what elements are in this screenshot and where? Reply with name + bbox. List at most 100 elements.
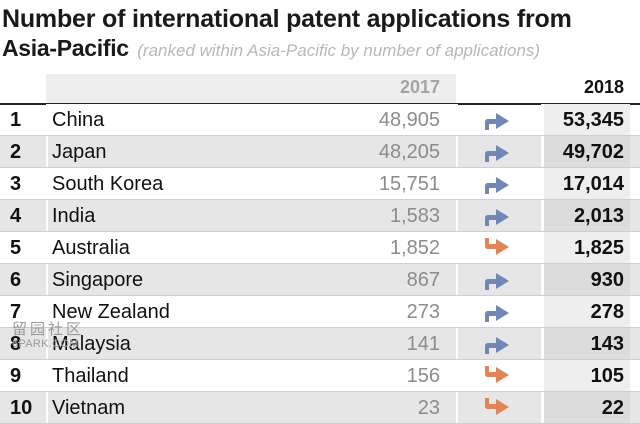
trend-up-arrow-icon (485, 145, 509, 162)
trend-up-arrow-icon (485, 177, 509, 194)
row-divider (0, 327, 640, 328)
value-2018-cell: 17,014 (562, 173, 624, 195)
value-2017-cell: 15,751 (378, 173, 440, 195)
column-separator (541, 264, 544, 296)
cell-band-2018 (544, 360, 630, 391)
column-separator (541, 296, 544, 328)
page-subtitle: (ranked within Asia-Pacific by number of… (137, 41, 541, 60)
column-separator (541, 168, 544, 200)
value-2017-cell: 48,905 (378, 109, 440, 131)
trend-down-arrow-icon (485, 398, 509, 415)
column-separator (541, 136, 544, 168)
country-cell: Singapore (52, 269, 144, 291)
rank-cell: 4 (10, 205, 22, 227)
rank-cell: 5 (10, 237, 22, 259)
value-2017-cell: 273 (406, 301, 440, 323)
column-separator (541, 104, 544, 136)
value-2017-cell: 156 (406, 365, 440, 387)
title-line-2: Asia-Pacific (ranked within Asia-Pacific… (2, 34, 638, 66)
country-cell: India (52, 205, 96, 227)
column-header-2017: 2017 (399, 77, 440, 97)
trend-up-arrow-shape (485, 177, 509, 194)
column-separator (46, 360, 48, 392)
table-row: 5 Australia 1,852 1,825 (0, 232, 640, 264)
trend-up-arrow-icon (485, 305, 509, 322)
cell-band-2017 (46, 360, 456, 391)
trend-up-arrow-icon (485, 273, 509, 290)
column-separator (541, 232, 544, 264)
value-2017-cell: 48,205 (378, 141, 440, 163)
rank-cell: 6 (10, 269, 22, 291)
value-2018-cell: 105 (590, 365, 624, 387)
value-2017-cell: 867 (406, 269, 440, 291)
column-separator (541, 328, 544, 360)
country-cell: Thailand (52, 365, 129, 387)
country-cell: Japan (52, 141, 107, 163)
country-cell: China (52, 109, 105, 131)
page-title: Number of international patent applicati… (2, 5, 572, 33)
row-divider (0, 391, 640, 392)
row-divider (0, 231, 640, 232)
column-separator (456, 232, 458, 264)
column-separator (456, 392, 458, 424)
cell-band-2018 (544, 264, 630, 295)
column-separator (46, 328, 48, 360)
trend-down-arrow-shape (485, 398, 509, 415)
value-2018-cell: 22 (601, 397, 624, 419)
column-separator (46, 232, 48, 264)
value-2018-cell: 278 (590, 301, 624, 323)
title-block: Number of international patent applicati… (2, 4, 638, 66)
row-divider (0, 359, 640, 360)
watermark-site: 6PARK.COM (12, 338, 79, 350)
table-row: 4 India 1,583 2,013 (0, 200, 640, 232)
column-separator (456, 168, 458, 200)
rank-cell: 9 (10, 365, 22, 387)
column-separator (456, 264, 458, 296)
trend-up-arrow-shape (485, 113, 509, 130)
column-separator (46, 296, 48, 328)
value-2018-cell: 143 (590, 333, 624, 355)
country-cell: Vietnam (52, 397, 126, 419)
table-row: 8 Malaysia 141 143 (0, 328, 640, 360)
country-cell: New Zealand (52, 301, 170, 323)
trend-up-arrow-icon (485, 113, 509, 130)
country-cell: Australia (52, 237, 130, 259)
trend-up-arrow-icon (485, 209, 509, 226)
value-2018-cell: 2,013 (573, 205, 624, 227)
cell-band-2018 (544, 296, 630, 327)
rank-cell: 7 (10, 301, 22, 323)
value-2018-cell: 53,345 (562, 109, 624, 131)
column-separator (46, 200, 48, 232)
header-band-2018 (544, 74, 630, 104)
value-2017-cell: 1,583 (389, 205, 440, 227)
table-row: 10 Vietnam 23 22 (0, 392, 640, 424)
trend-down-arrow-icon (485, 238, 509, 255)
column-separator (541, 200, 544, 232)
trend-down-arrow-icon (485, 366, 509, 383)
cell-band-2018 (544, 200, 630, 231)
trend-up-arrow-shape (485, 145, 509, 162)
cell-band-2017 (46, 104, 456, 135)
watermark-glyphs: 留园社区 (12, 321, 85, 338)
rank-cell: 3 (10, 173, 22, 195)
row-divider (0, 263, 640, 264)
column-separator (456, 136, 458, 168)
value-2017-cell: 23 (417, 397, 440, 419)
column-separator (456, 360, 458, 392)
column-separator (541, 360, 544, 392)
value-2018-cell: 1,825 (573, 237, 624, 259)
table-row: 7 New Zealand 273 278 (0, 296, 640, 328)
column-separator (456, 200, 458, 232)
column-separator (46, 104, 48, 136)
table-row: 6 Singapore 867 930 (0, 264, 640, 296)
cell-band-2018 (544, 136, 630, 167)
table-row: 1 China 48,905 53,345 (0, 104, 640, 136)
cell-band-2017 (46, 200, 456, 231)
trend-up-arrow-shape (485, 209, 509, 226)
rank-cell: 1 (10, 109, 22, 131)
cell-band-2018 (544, 232, 630, 263)
trend-up-arrow-shape (485, 273, 509, 290)
row-divider (0, 295, 640, 296)
watermark: 留园社区 6PARK.COM (12, 318, 84, 350)
trend-down-arrow-shape (485, 366, 509, 383)
